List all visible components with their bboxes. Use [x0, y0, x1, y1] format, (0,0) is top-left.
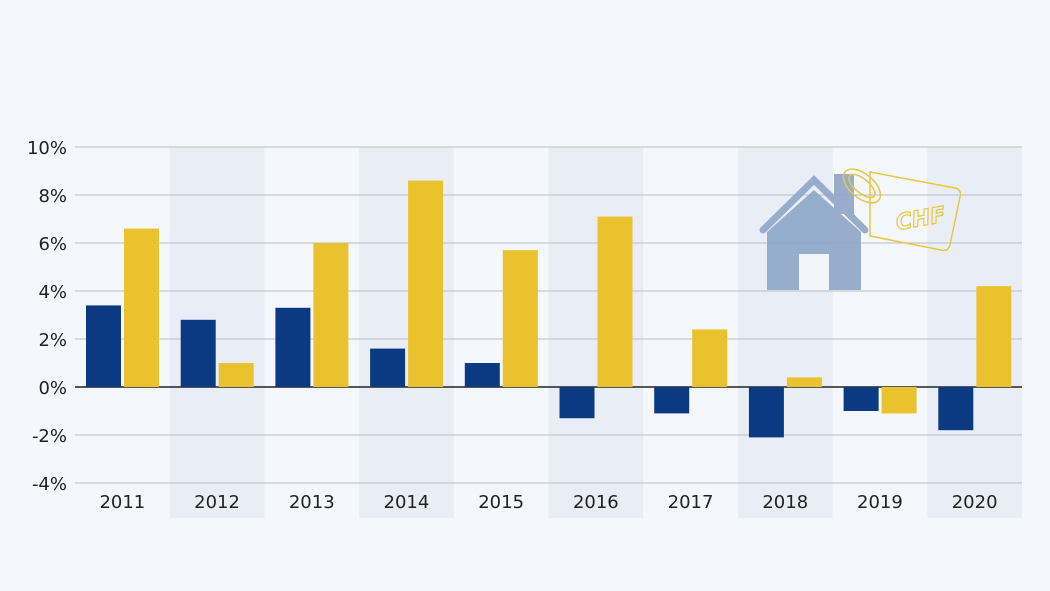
bar-series-2-2013: [313, 243, 349, 387]
y-tick-label: 8%: [38, 186, 67, 207]
bar-series-1-2017: [654, 387, 690, 414]
x-tick-label: 2013: [289, 492, 335, 513]
x-tick-label: 2016: [573, 492, 619, 513]
bar-series-1-2013: [275, 307, 311, 387]
bar-series-1-2020: [938, 387, 974, 431]
bar-series-2-2011: [124, 228, 159, 387]
x-tick-label: 2011: [99, 492, 145, 513]
y-tick-label: 10%: [27, 138, 67, 159]
y-tick-label: 2%: [38, 330, 67, 351]
house-with-price-tag-icon: CHF: [759, 168, 962, 290]
bar-series-2-2016: [597, 216, 633, 387]
x-tick-label: 2014: [384, 492, 430, 513]
x-tick-label: 2018: [762, 492, 808, 513]
bar-series-1-2011: [86, 305, 121, 387]
y-tick-label: 0%: [38, 378, 67, 399]
bar-series-1-2018: [748, 387, 784, 438]
bar-series-1-2019: [843, 387, 879, 411]
bar-series-2-2014: [408, 180, 444, 387]
y-tick-label: 6%: [38, 234, 67, 255]
bar-series-1-2012: [180, 319, 216, 387]
bar-series-2-2019: [881, 387, 917, 414]
y-tick-label: 4%: [38, 282, 67, 303]
x-tick-label: 2019: [857, 492, 903, 513]
y-tick-label: -4%: [32, 474, 67, 495]
bar-series-2-2012: [218, 363, 254, 387]
y-tick-label: -2%: [32, 426, 67, 447]
x-tick-label: 2020: [952, 492, 998, 513]
bar-series-2-2018: [786, 377, 822, 387]
x-tick-label: 2012: [194, 492, 240, 513]
bar-series-1-2016: [559, 387, 595, 419]
bar-series-2-2020: [976, 286, 1012, 387]
x-tick-label: 2017: [668, 492, 714, 513]
bar-series-2-2015: [502, 250, 538, 387]
bar-series-1-2014: [370, 348, 406, 387]
x-tick-label: 2015: [478, 492, 524, 513]
bar-series-2-2017: [692, 329, 728, 387]
bar-series-1-2015: [464, 363, 500, 387]
